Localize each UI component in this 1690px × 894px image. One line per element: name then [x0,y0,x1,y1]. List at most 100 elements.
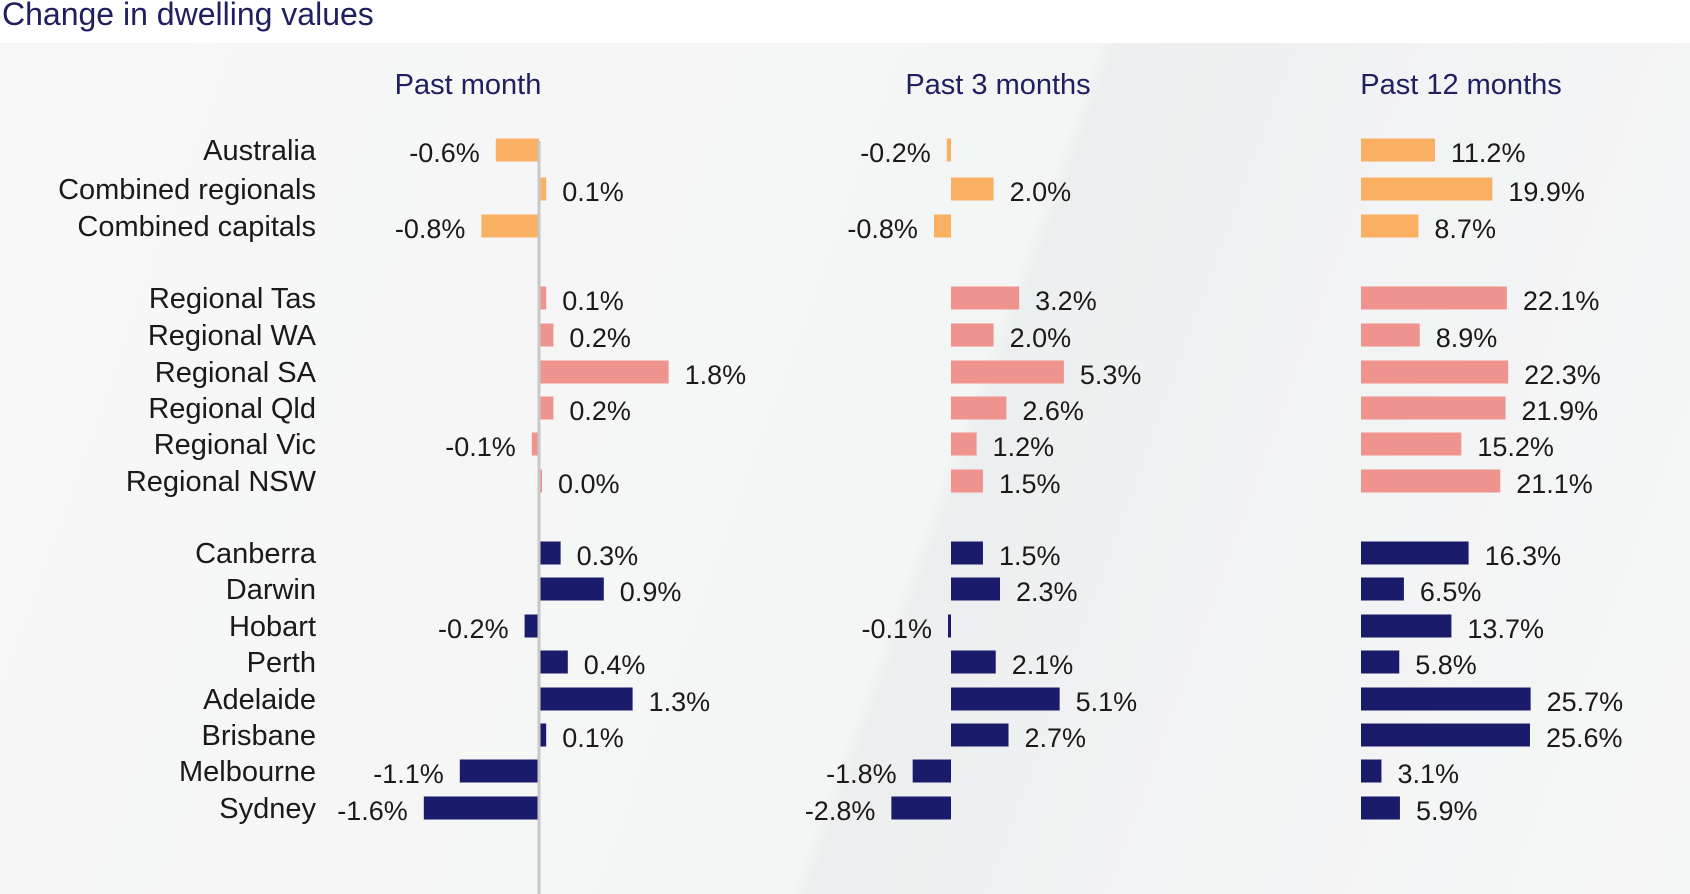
value-label-past-3-months-regional-wa: 2.0% [1010,323,1072,353]
value-label-past-month-combined-regionals: 0.1% [562,177,624,207]
bar-past-month-combined-capitals [481,214,539,238]
category-label-darwin: Darwin [226,574,316,606]
value-label-past-12-months-adelaide: 25.7% [1547,687,1624,717]
bar-past-month-perth [539,650,568,674]
bar-past-3-months-combined-capitals [933,214,951,238]
chart-title: Change in dwelling values [2,0,374,32]
value-label-past-3-months-regional-sa: 5.3% [1080,360,1142,390]
value-label-past-month-australia: -0.6% [409,138,480,168]
value-label-past-12-months-australia: 11.2% [1451,138,1526,168]
value-label-past-12-months-sydney: 5.9% [1416,796,1478,826]
bar-past-12-months-brisbane [1361,723,1530,747]
category-label-regional-nsw: Regional NSW [126,466,317,498]
bar-past-12-months-darwin [1361,577,1404,601]
value-label-past-3-months-combined-capitals: -0.8% [847,214,918,244]
bar-past-month-australia [495,138,539,162]
bar-past-3-months-regional-nsw [951,469,983,493]
value-label-past-month-canberra: 0.3% [577,541,639,571]
bar-past-3-months-regional-sa [951,360,1064,384]
bar-past-12-months-regional-wa [1361,323,1420,347]
value-label-past-3-months-canberra: 1.5% [999,541,1061,571]
bar-past-3-months-combined-regionals [951,177,994,201]
value-label-past-12-months-hobart: 13.7% [1467,614,1544,644]
category-label-regional-tas: Regional Tas [149,283,316,315]
value-label-past-3-months-regional-tas: 3.2% [1035,286,1097,316]
category-label-australia: Australia [203,135,317,167]
bar-past-12-months-canberra [1361,541,1469,565]
bar-past-12-months-combined-regionals [1361,177,1493,201]
panel-header-past-3-months: Past 3 months [905,69,1090,101]
value-label-past-3-months-perth: 2.1% [1012,650,1074,680]
bar-past-month-regional-sa [539,360,669,384]
value-label-past-3-months-regional-qld: 2.6% [1022,396,1084,426]
bar-past-month-melbourne [459,759,539,783]
bar-past-month-combined-regionals [539,177,547,201]
bar-past-12-months-regional-tas [1361,286,1507,310]
bar-past-12-months-sydney [1361,796,1400,820]
category-label-regional-qld: Regional Qld [148,393,316,425]
bar-past-month-regional-vic [531,432,539,456]
bar-past-3-months-australia [946,138,951,162]
bar-past-3-months-regional-qld [951,396,1007,420]
bar-past-month-regional-qld [539,396,554,420]
category-label-brisbane: Brisbane [202,720,316,752]
value-label-past-month-regional-tas: 0.1% [562,286,624,316]
value-label-past-month-brisbane: 0.1% [562,723,624,753]
value-label-past-month-combined-capitals: -0.8% [395,214,466,244]
category-label-hobart: Hobart [229,611,316,643]
category-label-combined-regionals: Combined regionals [58,174,316,206]
bar-past-12-months-regional-qld [1361,396,1506,420]
bar-past-3-months-regional-vic [951,432,977,456]
value-label-past-12-months-darwin: 6.5% [1420,577,1482,607]
bar-past-3-months-brisbane [951,723,1009,747]
bar-past-12-months-combined-capitals [1361,214,1419,238]
value-label-past-3-months-regional-nsw: 1.5% [999,469,1061,499]
category-label-canberra: Canberra [195,538,317,570]
value-label-past-12-months-regional-wa: 8.9% [1436,323,1498,353]
bar-past-12-months-hobart [1361,614,1452,638]
bar-past-12-months-adelaide [1361,687,1531,711]
bar-past-3-months-hobart [948,614,951,638]
value-label-past-12-months-combined-regionals: 19.9% [1508,177,1585,207]
bar-past-12-months-perth [1361,650,1400,674]
value-label-past-month-regional-sa: 1.8% [685,360,747,390]
value-label-past-3-months-australia: -0.2% [860,138,931,168]
value-label-past-12-months-regional-tas: 22.1% [1523,286,1600,316]
category-label-sydney: Sydney [219,793,316,825]
value-label-past-3-months-darwin: 2.3% [1016,577,1078,607]
bar-past-month-canberra [539,541,561,565]
value-label-past-month-adelaide: 1.3% [649,687,711,717]
bar-past-3-months-regional-tas [951,286,1020,310]
bar-past-12-months-australia [1361,138,1435,162]
value-label-past-month-sydney: -1.6% [337,796,408,826]
bar-past-month-regional-tas [539,286,547,310]
bar-past-month-hobart [524,614,539,638]
value-label-past-month-perth: 0.4% [584,650,646,680]
category-label-regional-sa: Regional SA [155,357,317,389]
value-label-past-month-darwin: 0.9% [620,577,682,607]
value-label-past-month-regional-vic: -0.1% [445,432,516,462]
bar-past-3-months-regional-wa [951,323,994,347]
bar-past-month-brisbane [539,723,547,747]
value-label-past-3-months-adelaide: 5.1% [1076,687,1138,717]
category-label-regional-wa: Regional WA [148,320,317,352]
category-label-combined-capitals: Combined capitals [77,211,316,243]
value-label-past-12-months-regional-vic: 15.2% [1477,432,1554,462]
value-label-past-3-months-sydney: -2.8% [805,796,876,826]
bar-past-month-regional-wa [539,323,554,347]
bar-past-3-months-canberra [951,541,983,565]
value-label-past-12-months-canberra: 16.3% [1485,541,1562,571]
bar-past-3-months-perth [951,650,996,674]
value-label-past-12-months-regional-qld: 21.9% [1522,396,1599,426]
value-label-past-3-months-brisbane: 2.7% [1025,723,1087,753]
category-label-adelaide: Adelaide [203,684,316,716]
chart-panel: Past month Past 3 months Past 12 months Aus… [0,43,1690,894]
bar-past-12-months-melbourne [1361,759,1382,783]
value-label-past-month-melbourne: -1.1% [373,759,444,789]
bar-past-3-months-sydney [891,796,951,820]
category-label-perth: Perth [247,647,316,679]
panel-header-past-12-months: Past 12 months [1360,69,1562,101]
value-label-past-12-months-perth: 5.8% [1415,650,1477,680]
category-label-regional-vic: Regional Vic [154,429,316,461]
bar-past-3-months-adelaide [951,687,1060,711]
